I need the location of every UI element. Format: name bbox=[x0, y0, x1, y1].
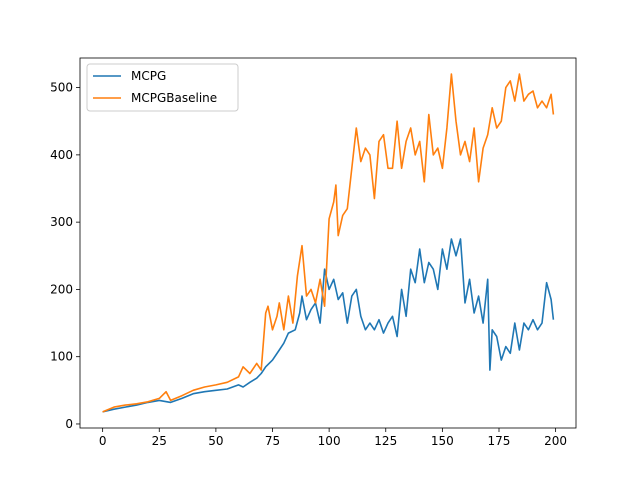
y-axis-ticks: 0 100 200 300 400 500 bbox=[50, 81, 80, 431]
legend: MCPG MCPGBaseline bbox=[86, 63, 239, 112]
axes-frame bbox=[79, 57, 577, 429]
axes-border bbox=[79, 57, 577, 429]
x-tick-label: 50 bbox=[208, 434, 223, 448]
y-tick-label: 200 bbox=[50, 282, 73, 296]
series-line-mcpgbaseline bbox=[102, 73, 555, 413]
y-tick-label: 300 bbox=[50, 215, 73, 229]
x-tick-label: 125 bbox=[374, 434, 397, 448]
x-tick-label: 150 bbox=[431, 434, 454, 448]
x-tick-label: 25 bbox=[152, 434, 167, 448]
plot-lines bbox=[102, 73, 555, 413]
legend-label-mcpgbaseline: MCPGBaseline bbox=[131, 91, 217, 105]
x-tick-label: 175 bbox=[488, 434, 511, 448]
x-tick-label: 100 bbox=[318, 434, 341, 448]
legend-label-mcpg: MCPG bbox=[131, 69, 166, 83]
series-line-mcpg bbox=[102, 238, 555, 413]
legend-box bbox=[86, 63, 239, 112]
y-tick-label: 0 bbox=[65, 417, 73, 431]
x-tick-label: 200 bbox=[544, 434, 567, 448]
x-axis-ticks: 0 25 50 75 100 125 150 175 200 bbox=[99, 428, 567, 448]
x-tick-label: 75 bbox=[265, 434, 280, 448]
y-tick-label: 500 bbox=[50, 81, 73, 95]
y-tick-label: 400 bbox=[50, 148, 73, 162]
y-tick-label: 100 bbox=[50, 350, 73, 364]
x-tick-label: 0 bbox=[99, 434, 107, 448]
